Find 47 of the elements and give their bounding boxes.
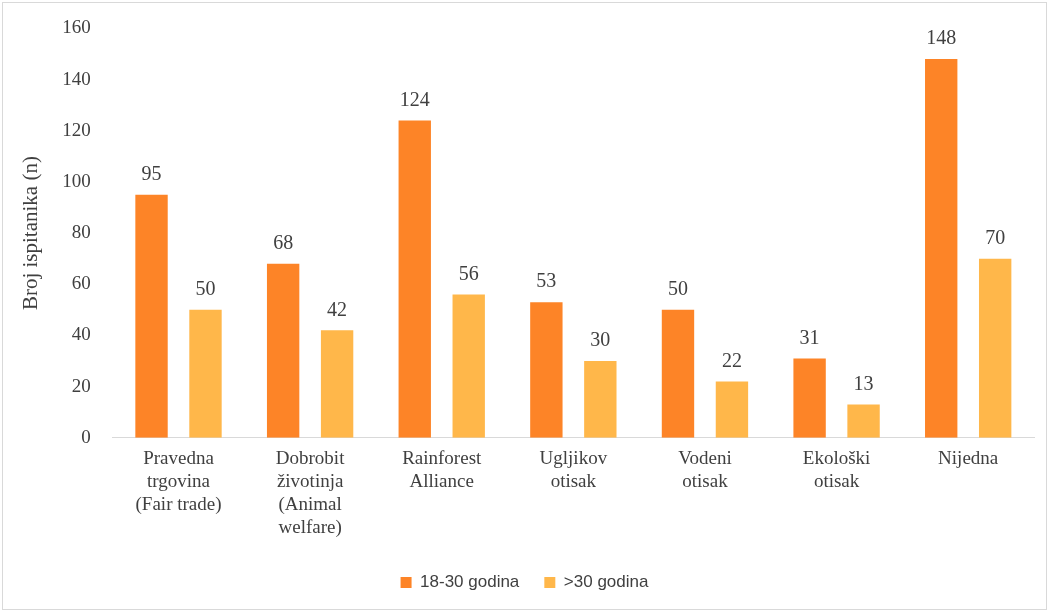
data-label: 30 xyxy=(590,328,611,351)
x-tick-label: Pravedna trgovina (Fair trade) xyxy=(135,447,222,515)
y-axis-title: Broj ispitanika (n) xyxy=(18,156,43,311)
data-label: 50 xyxy=(195,277,216,300)
x-tick-label: Rainforest Alliance xyxy=(402,447,483,491)
legend-label: >30 godina xyxy=(563,572,649,592)
bar xyxy=(925,59,958,438)
bar xyxy=(661,309,695,438)
bar xyxy=(847,404,880,438)
bar xyxy=(189,309,222,438)
y-tick-label: 140 xyxy=(62,67,91,89)
bar xyxy=(793,358,826,438)
x-tick-label: Ekološki otisak xyxy=(802,447,871,491)
bar xyxy=(584,361,617,438)
data-label: 13 xyxy=(853,371,874,394)
x-tick-label: Nijedna xyxy=(938,447,999,469)
y-tick-label: 120 xyxy=(62,118,91,140)
data-label: 50 xyxy=(667,277,688,300)
bar xyxy=(266,263,300,438)
bar xyxy=(135,194,168,438)
legend-label: 18-30 godina xyxy=(420,572,520,592)
y-tick-label: 80 xyxy=(71,221,91,243)
data-label: 42 xyxy=(327,297,348,320)
y-tick-label: 100 xyxy=(62,169,91,191)
data-label: 56 xyxy=(458,261,479,284)
bar xyxy=(715,381,749,438)
bar xyxy=(452,294,485,438)
data-label: 31 xyxy=(799,325,820,348)
data-label: 53 xyxy=(536,269,557,292)
y-tick-label: 160 xyxy=(62,16,91,38)
x-tick-label: Dobrobit životinja (Animal welfare) xyxy=(275,447,346,538)
data-label: 22 xyxy=(721,348,742,371)
x-tick-label: Ugljikov otisak xyxy=(539,447,608,491)
y-tick-label: 0 xyxy=(81,425,91,447)
bar xyxy=(978,258,1012,438)
data-label: 95 xyxy=(141,161,162,184)
bar xyxy=(320,330,354,438)
bar xyxy=(530,302,563,438)
data-label: 70 xyxy=(985,225,1006,248)
bar xyxy=(398,120,431,438)
x-tick-label: Vodeni otisak xyxy=(678,447,732,491)
y-tick-label: 40 xyxy=(71,323,91,345)
y-tick-label: 60 xyxy=(71,272,91,294)
data-label: 124 xyxy=(399,87,430,110)
y-tick-label: 20 xyxy=(71,374,91,396)
data-label: 68 xyxy=(273,231,294,254)
data-label: 148 xyxy=(926,26,957,49)
